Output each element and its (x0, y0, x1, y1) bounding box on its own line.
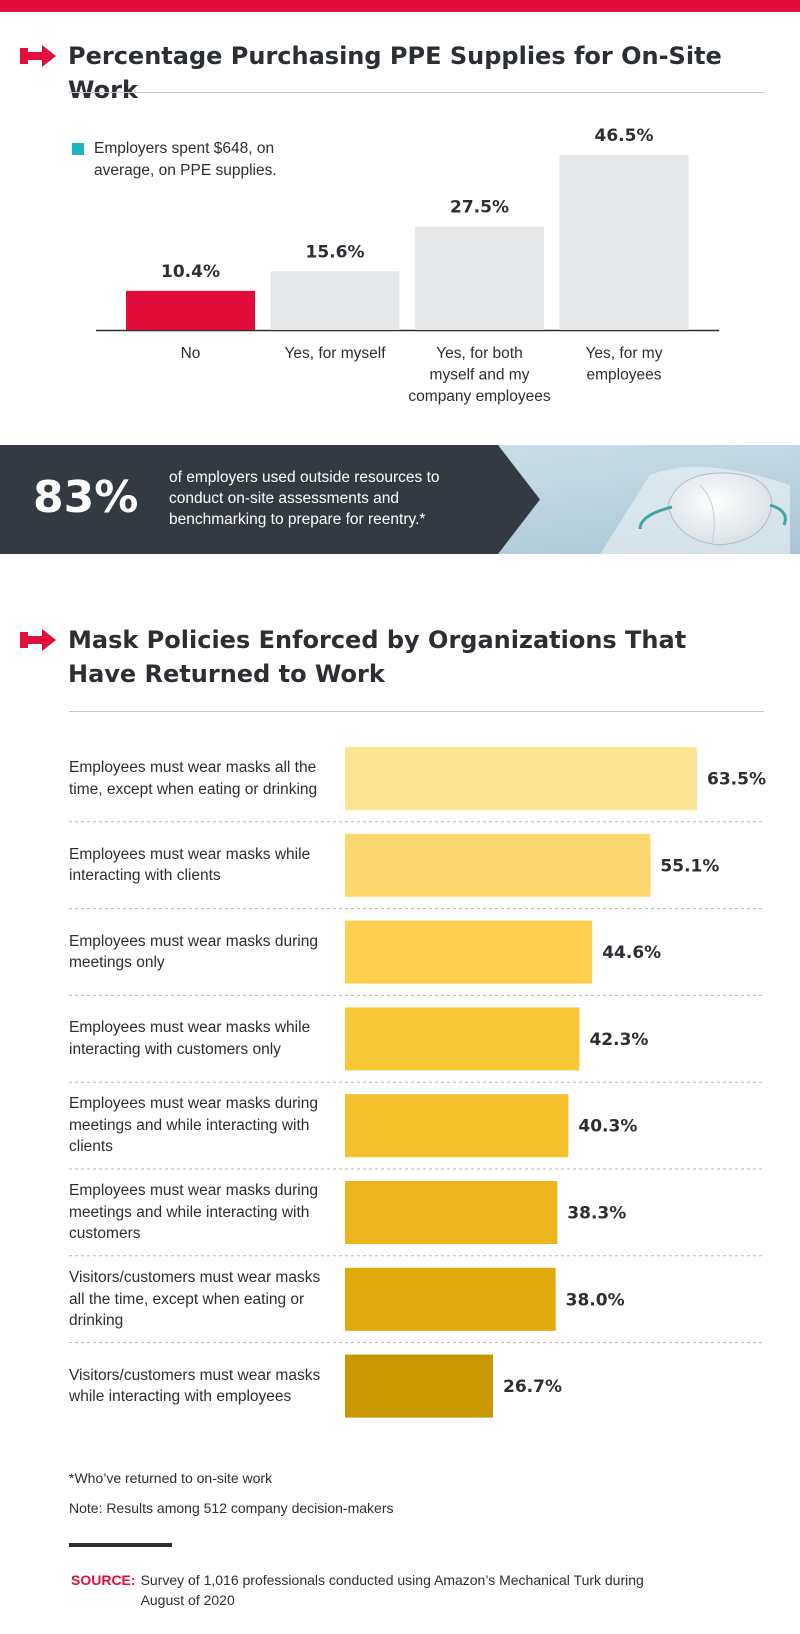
horizontal-bar (345, 920, 593, 984)
legend-text: Employers spent $648, on average, on PPE… (94, 140, 277, 179)
column-value-label: 15.6% (306, 242, 365, 262)
column-bar (559, 155, 689, 330)
ppe-column-chart: 10.4% No 15.6% Yes, for myself 27.5% Yes, for… (96, 126, 719, 405)
source-line: SOURCE: Survey of 1,016 professionals co… (71, 1570, 731, 1610)
column-category-label: No (181, 345, 201, 362)
bar-value-label: 55.1% (660, 856, 719, 876)
horizontal-bar (345, 1094, 569, 1158)
column-bar (126, 290, 255, 330)
bar-category-label: Visitors/customers must wear masks while… (69, 1366, 321, 1406)
footnote-asterisk: *Who’ve returned to on-site work (69, 1470, 273, 1486)
column-category-label: Yes, for my employees (586, 345, 663, 384)
banner-text: of employers used outside resources to c… (169, 469, 440, 528)
bar-value-label: 44.6% (602, 943, 661, 963)
horizontal-bar (345, 1181, 558, 1244)
section-heading-masks: Mask Policies Enforced by Organizations … (20, 623, 748, 691)
bar-value-label: 38.0% (566, 1290, 625, 1310)
bar-category-label: Employees must wear masks while interact… (69, 845, 311, 885)
section-heading-ppe: Percentage Purchasing PPE Supplies for O… (20, 39, 748, 107)
top-accent-bar (0, 0, 800, 12)
horizontal-bar (345, 1354, 494, 1418)
bar-value-label: 40.3% (578, 1117, 637, 1137)
bar-category-label: Visitors/customers must wear masks all t… (69, 1269, 321, 1330)
chart-legend: Employers spent $648, on average, on PPE… (72, 138, 304, 182)
source-text: Survey of 1,016 professionals conducted … (140, 1572, 644, 1608)
column-value-label: 10.4% (161, 262, 220, 282)
bar-category-label: Employees must wear masks during meeting… (69, 932, 318, 972)
horizontal-bar (345, 1267, 556, 1331)
bar-value-label: 63.5% (707, 770, 766, 790)
column-bar (270, 271, 400, 330)
horizontal-bar (345, 833, 651, 897)
section-title: Mask Policies Enforced by Organizations … (68, 626, 687, 688)
bar-value-label: 38.3% (567, 1204, 626, 1224)
section-divider (69, 92, 764, 93)
column-value-label: 46.5% (595, 126, 654, 146)
bar-category-label: Employees must wear masks while interact… (69, 1019, 311, 1058)
stat-banner: 83% of employers used outside resources … (0, 445, 800, 554)
section-title: Percentage Purchasing PPE Supplies for O… (68, 42, 722, 104)
legend-swatch (72, 143, 84, 155)
bar-category-label: Employees must wear masks during meeting… (69, 1182, 318, 1243)
horizontal-bar (345, 747, 697, 810)
column-value-label: 27.5% (450, 198, 509, 218)
source-label: SOURCE: (71, 1572, 136, 1588)
arrow-right-icon (20, 629, 56, 651)
bar-value-label: 26.7% (503, 1377, 562, 1397)
banner-stat: 83% (33, 472, 139, 523)
bar-value-label: 42.3% (589, 1030, 648, 1050)
banner-dark-panel (0, 445, 540, 554)
mask-policy-bar-chart: 63.5% 55.1% 44.6% 42.3% 40.3% 38.3% 38.0% 26.7% (69, 747, 766, 1418)
footer-rule (69, 1543, 172, 1547)
footnote-note: Note: Results among 512 company decision… (69, 1500, 394, 1516)
column-bar (415, 226, 544, 330)
horizontal-bar (345, 1007, 580, 1071)
bar-category-label: Employees must wear masks during meeting… (69, 1095, 318, 1156)
bar-category-label: Employees must wear masks all the time, … (69, 759, 318, 798)
column-category-label: Yes, for both myself and my company employ… (408, 345, 550, 405)
column-category-label: Yes, for myself (284, 345, 386, 362)
section-divider (69, 711, 764, 712)
arrow-right-icon (20, 45, 56, 67)
